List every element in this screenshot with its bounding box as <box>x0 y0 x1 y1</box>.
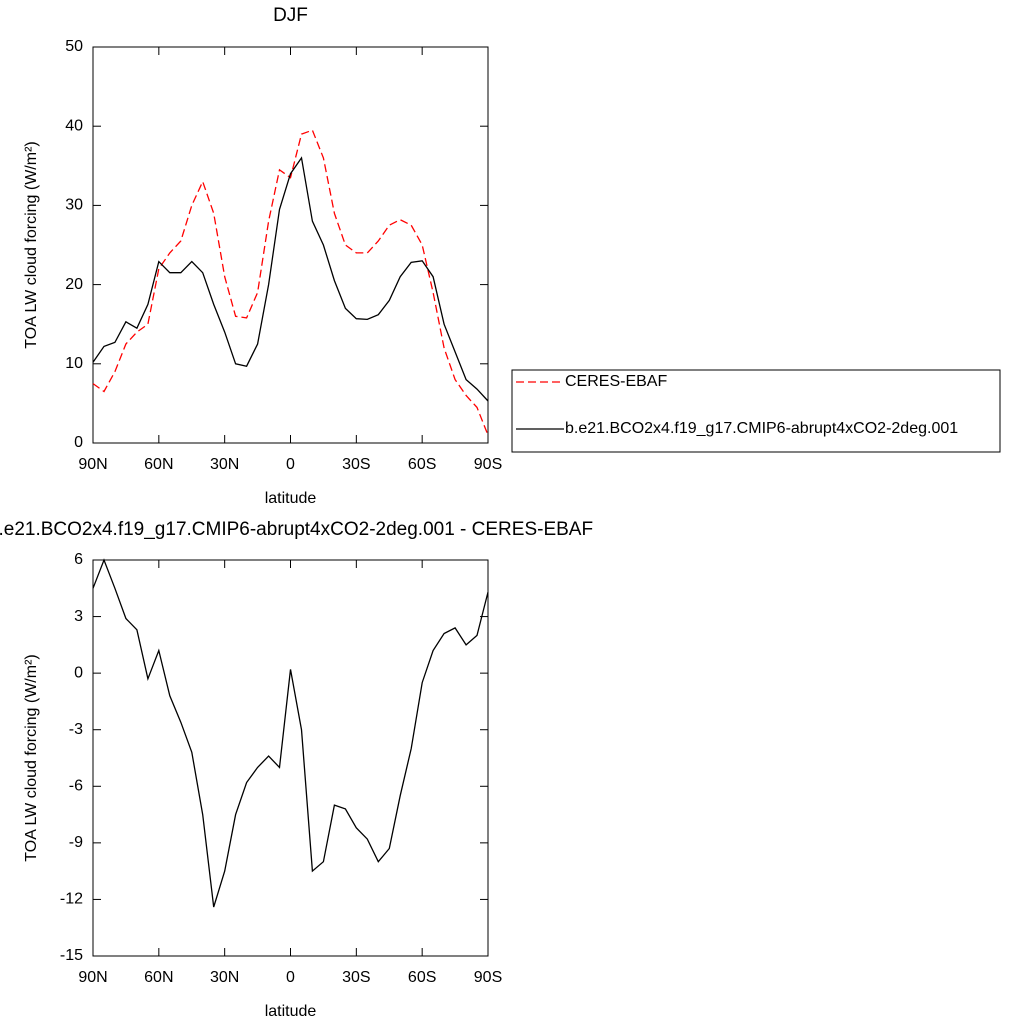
y-tick-label: 0 <box>74 664 83 681</box>
plot-frame <box>92 46 489 444</box>
y-axis-label: TOA LW cloud forcing (W/m²) <box>23 141 40 348</box>
x-tick-label: 30S <box>342 456 370 473</box>
x-tick-label: 60N <box>144 456 173 473</box>
y-tick-label: -6 <box>69 778 83 795</box>
y-axis-label: TOA LW cloud forcing (W/m²) <box>23 654 40 861</box>
x-tick-label: 60N <box>144 969 173 986</box>
y-tick-label: 0 <box>74 434 83 451</box>
y-tick-label: 3 <box>74 608 83 625</box>
y-tick-label: -9 <box>69 834 83 851</box>
y-tick-label: 30 <box>65 197 83 214</box>
x-tick-label: 30N <box>210 969 239 986</box>
x-axis-label: latitude <box>265 490 317 507</box>
x-tick-label: 60S <box>408 456 436 473</box>
x-tick-label: 90S <box>474 969 502 986</box>
y-tick-label: -15 <box>60 947 83 964</box>
x-tick-label: 30S <box>342 969 370 986</box>
y-tick-label: 10 <box>65 355 83 372</box>
x-tick-label: 90N <box>78 456 107 473</box>
chart-title: DJF <box>273 5 308 26</box>
y-tick-label: 40 <box>65 117 83 134</box>
data-line <box>92 156 489 402</box>
x-tick-label: 0 <box>286 456 295 473</box>
x-tick-label: 90N <box>78 969 107 986</box>
x-tick-label: 60S <box>408 969 436 986</box>
x-tick-label: 30N <box>210 456 239 473</box>
y-tick-label: -3 <box>69 721 83 738</box>
x-tick-label: 90S <box>474 456 502 473</box>
y-tick-label: 20 <box>65 276 83 293</box>
y-tick-label: 6 <box>74 551 83 568</box>
y-tick-label: 50 <box>65 38 83 55</box>
legend-box <box>511 369 1001 453</box>
data-line <box>92 129 489 436</box>
data-line <box>92 558 489 908</box>
y-tick-label: -12 <box>60 891 83 908</box>
legend-label: CERES-EBAF <box>565 373 667 390</box>
plot-frame <box>92 559 489 957</box>
legend-label: b.e21.BCO2x4.f19_g17.CMIP6-abrupt4xCO2-2… <box>565 420 958 437</box>
chart-title: b.e21.BCO2x4.f19_g17.CMIP6-abrupt4xCO2-2… <box>0 519 593 540</box>
x-axis-label: latitude <box>265 1003 317 1020</box>
x-tick-label: 0 <box>286 969 295 986</box>
